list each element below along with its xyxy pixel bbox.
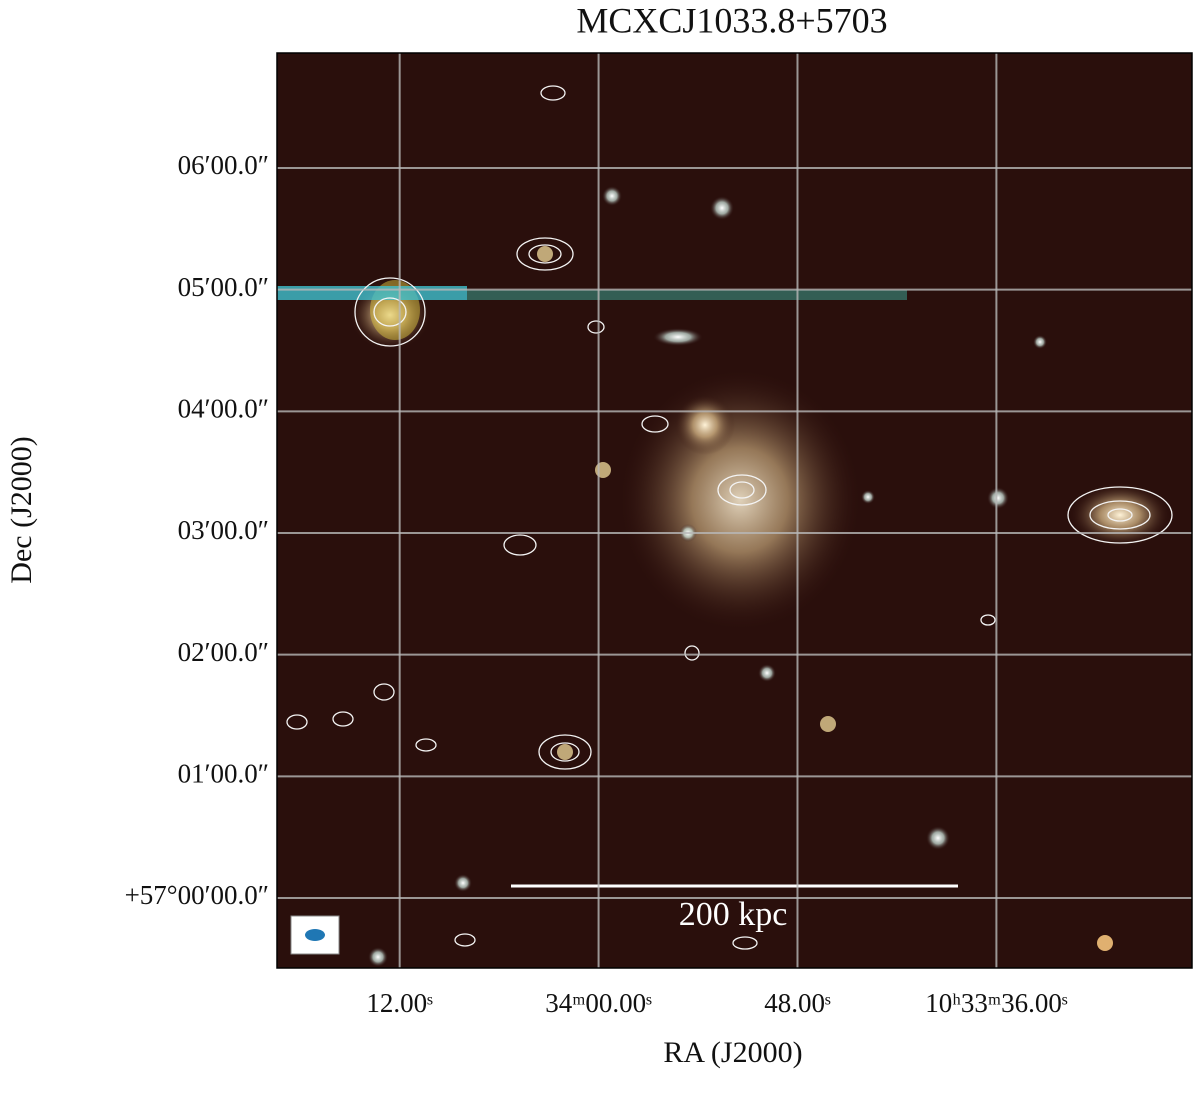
x-axis-label: RA (J2000) bbox=[663, 1036, 802, 1069]
y-tick-label: 06′00.0″ bbox=[178, 150, 269, 180]
x-tick-label: 48.00ˢ bbox=[764, 988, 831, 1018]
x-tick-label: 12.00ˢ bbox=[366, 988, 433, 1018]
y-tick-label: 03′00.0″ bbox=[178, 515, 269, 545]
y-tick-label: +57°00′00.0″ bbox=[125, 880, 269, 910]
y-tick-label: 01′00.0″ bbox=[178, 759, 269, 789]
sky-image bbox=[277, 53, 1192, 968]
y-tick-label: 04′00.0″ bbox=[178, 394, 269, 424]
chart-title: MCXCJ1033.8+5703 bbox=[576, 0, 887, 40]
y-tick-label: 05′00.0″ bbox=[178, 272, 269, 302]
y-axis-label: Dec (J2000) bbox=[5, 436, 38, 583]
x-tick-label: 34ᵐ00.00ˢ bbox=[545, 988, 652, 1018]
y-tick-label: 02′00.0″ bbox=[178, 637, 269, 667]
scale-bar-label: 200 kpc bbox=[679, 896, 788, 933]
plot-frame bbox=[276, 52, 1193, 969]
x-tick-label: 10ʰ33ᵐ36.00ˢ bbox=[925, 988, 1068, 1018]
